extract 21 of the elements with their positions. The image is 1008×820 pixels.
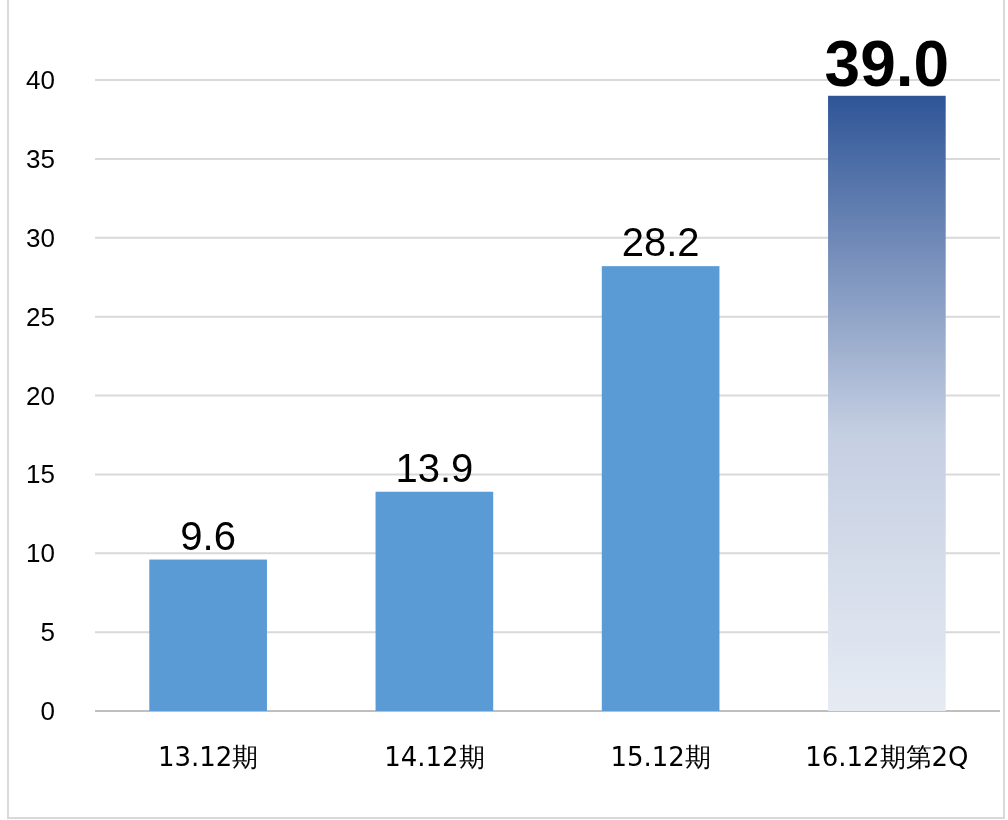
y-tick-label: 40 [26, 65, 55, 96]
x-tick-label: 13.12期 [157, 742, 259, 772]
y-tick-label: 35 [26, 143, 55, 174]
y-tick-label: 20 [26, 380, 55, 411]
y-tick-label: 15 [26, 459, 55, 490]
bar [601, 266, 720, 711]
x-tick-label: 16.12期第2Q [805, 742, 969, 772]
x-tick-label: 14.12期 [384, 742, 485, 772]
bar [828, 95, 946, 711]
data-label: 13.9 [395, 445, 474, 490]
data-label: 28.2 [621, 220, 700, 265]
y-tick-label: 0 [40, 696, 55, 727]
data-label: 9.6 [180, 513, 236, 558]
bar [149, 559, 267, 711]
x-tick-label: 15.12期 [610, 742, 711, 772]
y-tick-label: 30 [26, 222, 55, 253]
y-tick-label: 5 [40, 617, 55, 648]
y-tick-label: 25 [26, 301, 55, 332]
bar [375, 491, 494, 711]
data-label: 39.0 [824, 27, 950, 100]
y-tick-label: 10 [26, 538, 55, 569]
